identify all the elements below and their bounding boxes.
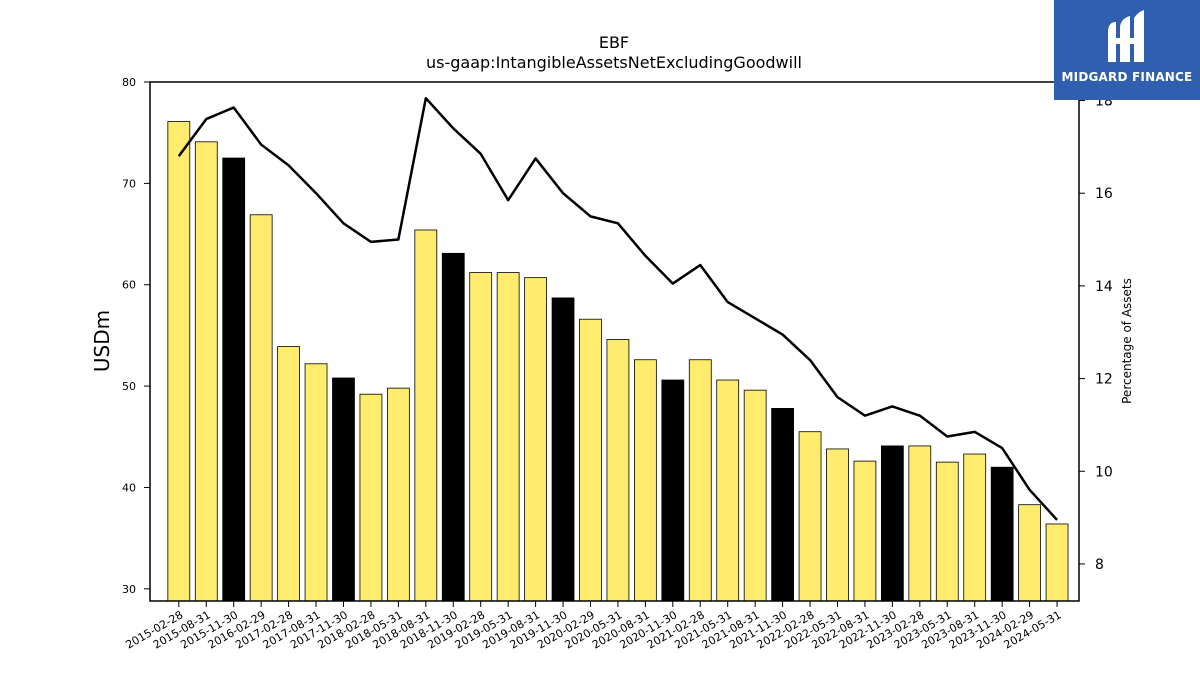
- midgard-logo-icon: [1108, 10, 1144, 62]
- bar-2022-11-30: [881, 445, 904, 602]
- plot-frame: [149, 81, 1080, 602]
- y-tick-label: 30: [122, 583, 136, 596]
- bar-2024-02-29: [1018, 504, 1041, 602]
- y-tick-label: 80: [122, 76, 136, 89]
- bar-2023-08-31: [963, 453, 987, 602]
- bar-2017-11-30: [332, 377, 355, 602]
- bar-2021-08-31: [743, 389, 767, 602]
- bar-2019-11-30: [551, 297, 575, 602]
- y2-tick-label: 12: [1095, 372, 1113, 388]
- y-tick-label: 50: [122, 380, 136, 393]
- bar-2019-08-31: [524, 277, 547, 602]
- logo-text: MIDGARD FINANCE: [1061, 70, 1193, 84]
- y-tick-label: 40: [122, 481, 136, 494]
- y2-axis-label: Percentage of Assets: [1120, 278, 1134, 404]
- bar-2015-11-30: [222, 157, 246, 602]
- bar-2016-02-29: [249, 214, 273, 602]
- bar-2022-08-31: [853, 460, 877, 602]
- logo: MIDGARD FINANCE: [1054, 0, 1200, 100]
- bar-2021-11-30: [771, 407, 794, 602]
- bar-2023-11-30: [990, 466, 1014, 602]
- bar-2020-05-31: [606, 339, 630, 602]
- x-axis: 2015-02-282015-08-312015-11-302016-02-29…: [123, 601, 1064, 652]
- y2-tick-label: 14: [1095, 279, 1113, 295]
- bar-2024-05-31: [1045, 523, 1069, 602]
- bar-2018-11-30: [441, 252, 465, 602]
- y-axis-left: 30 40 50 60 70 80: [122, 76, 150, 596]
- bar-2018-08-31: [414, 229, 438, 602]
- y-axis-label: USDm: [90, 310, 114, 372]
- percentage-line: [177, 96, 1058, 521]
- y-tick-label: 60: [122, 279, 136, 292]
- y2-tick-label: 10: [1095, 464, 1113, 480]
- y-tick-label: 70: [122, 177, 136, 190]
- bar-group: [167, 121, 1069, 602]
- bar-2018-02-28: [359, 393, 383, 602]
- bar-2022-02-28: [798, 431, 822, 602]
- bar-2020-08-31: [634, 359, 657, 602]
- bar-2021-05-31: [716, 379, 740, 602]
- bar-2019-05-31: [496, 272, 520, 602]
- bar-2015-08-31: [194, 141, 218, 602]
- y2-tick-label: 8: [1095, 557, 1104, 573]
- bar-2017-02-28: [277, 346, 300, 602]
- bar-2017-08-31: [304, 363, 328, 602]
- y2-tick-label: 16: [1095, 186, 1113, 202]
- bar-2023-05-31: [935, 461, 959, 602]
- bar-2020-11-30: [661, 379, 685, 602]
- line-layer: [177, 96, 1058, 521]
- bar-2022-05-31: [826, 448, 849, 602]
- bar-2020-02-29: [579, 318, 602, 602]
- bar-2015-02-28: [167, 121, 191, 602]
- bar-2023-02-28: [908, 445, 932, 602]
- chart-subtitle: us-gaap:IntangibleAssetsNetExcludingGood…: [426, 53, 802, 72]
- bar-2021-02-28: [688, 359, 712, 602]
- bar-2018-05-31: [386, 387, 410, 602]
- bar-2019-02-28: [469, 272, 493, 602]
- chart-title: EBF: [599, 33, 629, 52]
